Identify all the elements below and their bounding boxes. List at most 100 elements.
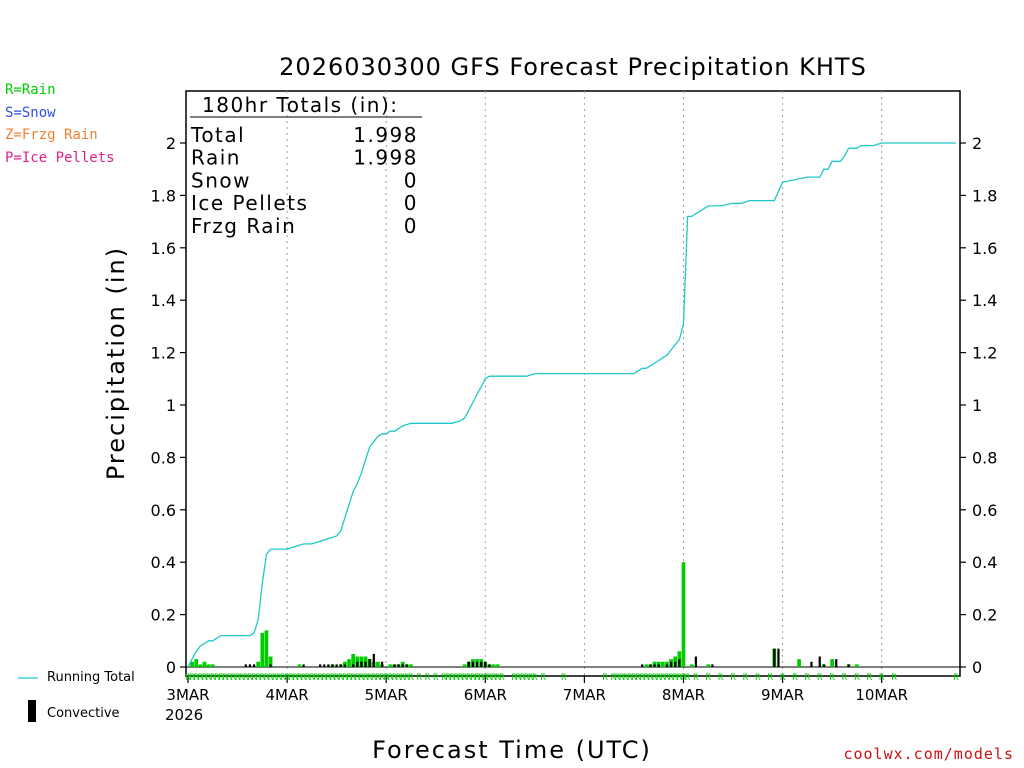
rain-bar: [681, 562, 686, 667]
rain-bar: [190, 661, 194, 667]
ptype-code-rain: R: [619, 673, 625, 683]
ptype-code-rain: R: [210, 673, 216, 683]
ptype-code-rain: R: [644, 673, 650, 683]
y-tick-label-left: 0.4: [151, 553, 176, 572]
ptype-code-rain: R: [499, 673, 505, 683]
ptype-code-rain: R: [483, 673, 489, 683]
convective-bar: [380, 661, 384, 667]
ptype-code-rain: R: [247, 673, 253, 683]
convective-bar: [810, 661, 813, 667]
ptype-code-rain: R: [227, 673, 233, 683]
x-tick-label: 3MAR: [166, 686, 209, 704]
ptype-code-rain: R: [297, 673, 303, 683]
y-axis-left: 0 0.2 0.4 0.6 0.8 1 1.2 1.4 1.6 1.8 2: [151, 134, 186, 677]
convective-bar: [649, 664, 652, 667]
ptype-code-rain: R: [615, 673, 621, 683]
ptype-code-rain: R: [718, 673, 724, 683]
convective-bar: [475, 661, 479, 667]
ptype-code-rain: R: [433, 673, 439, 683]
convective-bar: [302, 664, 305, 667]
rain-bar: [297, 664, 302, 667]
ptype-code-rain: R: [371, 673, 377, 683]
rain-bar: [268, 656, 273, 667]
ptype-code-rain: R: [677, 673, 683, 683]
convective-bar: [467, 661, 470, 667]
ptype-code-rain: R: [383, 673, 389, 683]
y-tick-label-right: 0: [972, 658, 982, 677]
ptype-code-rain: R: [255, 673, 261, 683]
convective-bar: [694, 656, 697, 667]
convective-bar: [484, 661, 487, 667]
ptype-code-rain: R: [524, 673, 530, 683]
y-axis-title: Precipitation (in): [102, 246, 130, 480]
ptype-code-rain: R: [829, 673, 835, 683]
ptype-code-rain: R: [218, 673, 224, 683]
ptype-code-rain: R: [685, 673, 691, 683]
ptype-code-rain: R: [673, 673, 679, 683]
y-tick-label-right: 1: [972, 396, 982, 415]
convective-bar: [405, 664, 408, 667]
ptype-code-rain: R: [235, 673, 241, 683]
ptype-code-rain: R: [284, 673, 290, 683]
ptype-code-rain: R: [346, 673, 352, 683]
ptype-code-rain: R: [305, 673, 311, 683]
convective-bar: [397, 664, 400, 667]
ptype-code-rain: R: [379, 673, 385, 683]
y-tick-label-right: 2: [972, 134, 982, 153]
ptype-code-rain: R: [681, 673, 687, 683]
y-tick-label-left: 1.2: [151, 344, 176, 363]
convective-bar: [248, 664, 252, 667]
rain-bar: [351, 653, 356, 667]
ptype-code-rain: R: [623, 673, 629, 683]
convective-bar: [847, 664, 850, 667]
rain-bar: [198, 664, 203, 667]
precip-type-legend-item: P=Ice Pellets: [5, 149, 115, 166]
ptype-code-rain: R: [404, 673, 410, 683]
rain-bar: [194, 659, 199, 667]
y-tick-label-left: 1.4: [151, 291, 176, 310]
ptype-code-rain: R: [367, 673, 373, 683]
convective-bar: [818, 656, 821, 667]
ptype-code-rain: R: [338, 673, 344, 683]
precip-type-legend-item: S=Snow: [5, 104, 56, 121]
credit-link[interactable]: coolwx.com/models: [843, 745, 1014, 763]
ptype-code-rain: R: [953, 673, 959, 683]
convective-bar: [327, 664, 330, 667]
convective-bar: [711, 664, 714, 667]
rain-bar: [495, 664, 500, 667]
convective-bar: [674, 661, 677, 667]
rain-bar: [660, 661, 665, 667]
ptype-code-rain: R: [879, 673, 885, 683]
totals-row-value: 1.998: [353, 123, 418, 147]
convective-bar: [641, 664, 644, 667]
ptype-code-rain: R: [417, 673, 423, 683]
ptype-code-rain: R: [627, 673, 633, 683]
convective-bar: [777, 648, 780, 667]
ptype-code-rain: R: [243, 673, 249, 683]
ptype-code-rain: R: [289, 673, 295, 683]
convective-bar: [822, 664, 825, 667]
running-total-legend-label: Running Total: [47, 670, 135, 685]
ptype-code-rain: R: [222, 673, 228, 683]
y-tick-label-left: 1.8: [151, 186, 176, 205]
ptype-code-rain: R: [194, 673, 200, 683]
ptype-code-rain: R: [313, 673, 319, 683]
y-tick-label-left: 1: [166, 396, 176, 415]
ptype-code-rain: R: [301, 673, 307, 683]
y-tick-label-right: 0.4: [972, 553, 997, 572]
convective-bar: [393, 664, 396, 667]
precip-type-legend-item: R=Rain: [5, 82, 56, 98]
ptype-code-rain: R: [189, 673, 195, 683]
ptype-code-rain: R: [350, 673, 356, 683]
convective-bar: [244, 664, 247, 667]
rain-bar: [706, 664, 711, 667]
rain-bar: [202, 661, 207, 667]
ptype-code-rain: R: [326, 673, 332, 683]
precip-bars: [190, 562, 859, 667]
convective-bar: [773, 648, 776, 667]
totals-row-value: 0: [404, 168, 418, 192]
convective-bar: [269, 664, 272, 667]
x-tick-label: 6MAR: [464, 686, 507, 704]
ptype-code-rain: R: [363, 673, 369, 683]
